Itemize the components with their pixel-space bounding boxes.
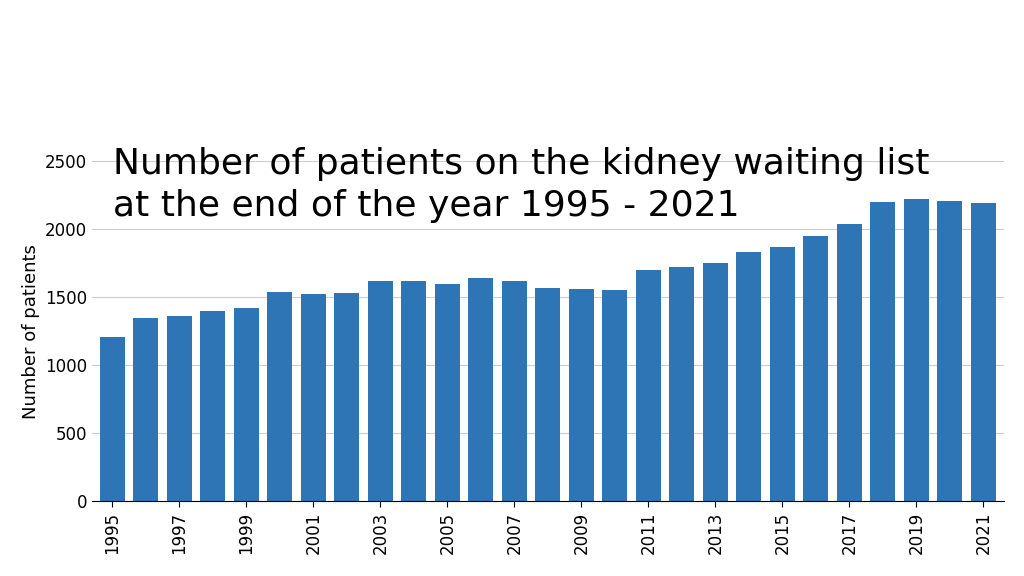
Text: Number of patients on the kidney waiting list
at the end of the year 1995 - 2021: Number of patients on the kidney waiting…: [113, 147, 929, 223]
Bar: [167, 316, 191, 501]
Bar: [301, 294, 326, 501]
Bar: [904, 199, 929, 501]
Bar: [99, 336, 125, 501]
Bar: [267, 292, 293, 501]
Bar: [401, 281, 426, 501]
Bar: [334, 293, 359, 501]
Bar: [736, 252, 762, 501]
Bar: [803, 236, 828, 501]
Bar: [368, 281, 393, 501]
Bar: [201, 311, 225, 501]
Bar: [233, 308, 259, 501]
Bar: [670, 267, 694, 501]
Bar: [568, 289, 594, 501]
Bar: [502, 281, 527, 501]
Bar: [937, 200, 963, 501]
Bar: [837, 224, 862, 501]
Y-axis label: Number of patients: Number of patients: [22, 244, 40, 419]
Bar: [870, 202, 895, 501]
Bar: [435, 283, 460, 501]
Bar: [971, 203, 996, 501]
Bar: [636, 270, 660, 501]
Bar: [468, 278, 494, 501]
Bar: [602, 290, 628, 501]
Bar: [536, 287, 560, 501]
Bar: [702, 263, 728, 501]
Bar: [770, 247, 795, 501]
Bar: [133, 317, 159, 501]
